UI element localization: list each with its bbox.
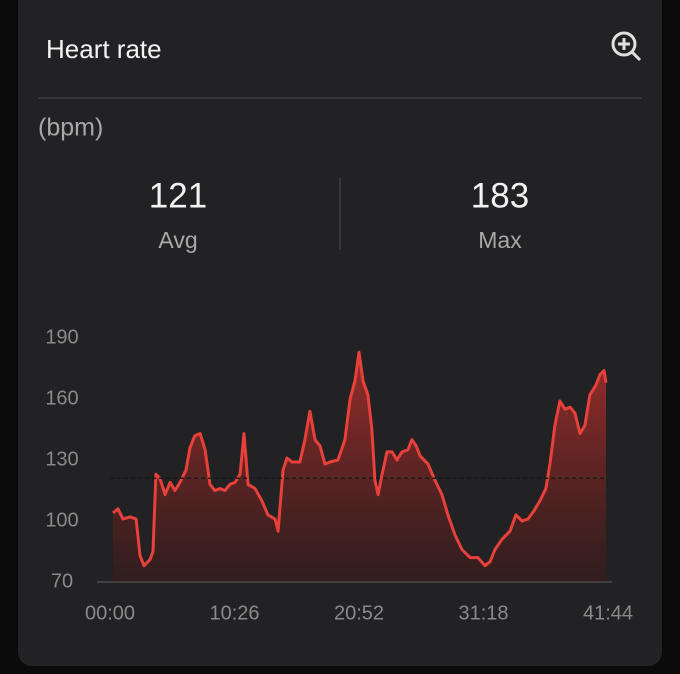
heart-rate-line	[112, 350, 608, 568]
y-tick-label: 160	[45, 387, 78, 409]
x-tick-label: 41:44	[583, 602, 633, 624]
stat-value: 121	[149, 176, 207, 215]
y-tick-label: 190	[45, 326, 78, 348]
y-tick-label: 100	[45, 509, 78, 531]
y-tick-label: 130	[45, 448, 78, 470]
unit-label: (bpm)	[38, 114, 103, 142]
stat-label: Avg	[158, 227, 197, 253]
x-tick-label: 00:00	[85, 602, 135, 624]
x-tick-label: 31:18	[458, 602, 508, 624]
x-tick-label: 20:52	[334, 602, 384, 624]
zoom-button[interactable]	[611, 31, 642, 62]
area-fill	[113, 352, 606, 582]
stat-label: Max	[478, 227, 522, 253]
x-tick-label: 10:26	[209, 602, 259, 624]
card-title: Heart rate	[46, 34, 162, 64]
y-tick-label: 70	[51, 570, 73, 592]
stat-value: 183	[471, 176, 529, 215]
